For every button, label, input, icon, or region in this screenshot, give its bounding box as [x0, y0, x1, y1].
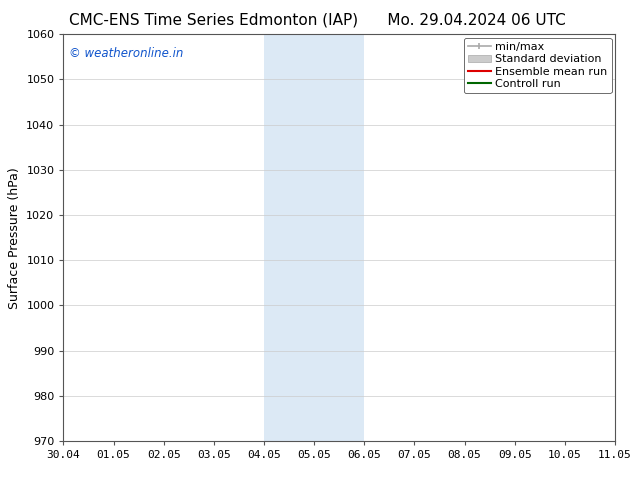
Y-axis label: Surface Pressure (hPa): Surface Pressure (hPa): [8, 167, 21, 309]
Text: © weatheronline.in: © weatheronline.in: [69, 47, 183, 59]
Legend: min/max, Standard deviation, Ensemble mean run, Controll run: min/max, Standard deviation, Ensemble me…: [464, 38, 612, 93]
Bar: [615, 34, 634, 441]
Bar: [264, 34, 365, 441]
Text: CMC-ENS Time Series Edmonton (IAP)      Mo. 29.04.2024 06 UTC: CMC-ENS Time Series Edmonton (IAP) Mo. 2…: [68, 12, 566, 27]
